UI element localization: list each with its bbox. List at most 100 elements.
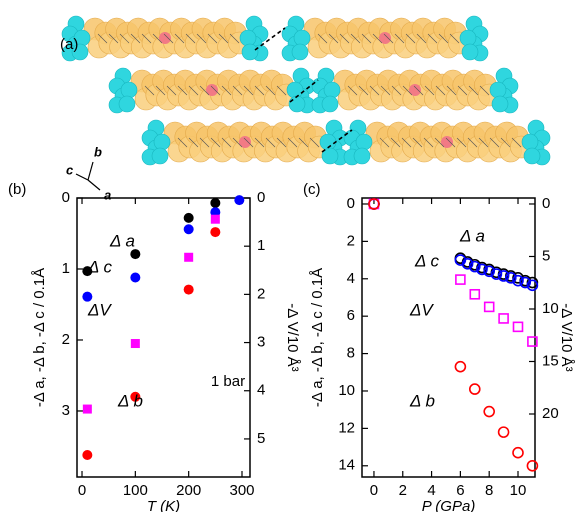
series-label: Δ c: [414, 251, 439, 270]
point: [184, 253, 193, 262]
point: [456, 275, 465, 284]
point: [513, 448, 523, 458]
end-atom: [152, 148, 168, 164]
point: [499, 427, 509, 437]
x-tick-label: 4: [427, 482, 435, 499]
y2-tick-label: 0: [542, 195, 550, 212]
y-tick-label: 0: [62, 189, 70, 206]
point: [82, 450, 92, 460]
y-tick-label: 6: [347, 307, 355, 324]
annotation: 1 bar: [211, 373, 245, 390]
crystal-axes: [76, 162, 100, 190]
point: [83, 405, 92, 414]
point: [184, 285, 194, 295]
series-label: Δ a: [459, 226, 485, 245]
plot-frame: [362, 198, 535, 477]
x-tick-label: 6: [456, 482, 464, 499]
y-tick-label: 2: [62, 331, 70, 348]
series-label: Δ a: [109, 231, 135, 250]
point: [130, 249, 140, 259]
end-atom: [492, 96, 508, 112]
x-tick-label: 0: [370, 482, 378, 499]
plot-frame: [77, 198, 250, 477]
axis-letter: b: [94, 144, 102, 159]
axis-letter: c: [66, 162, 74, 177]
y2-tick-label: 3: [257, 334, 265, 351]
point: [184, 224, 194, 234]
point: [470, 290, 479, 299]
axis-arrow: [76, 174, 88, 180]
axis-arrow: [88, 180, 100, 190]
molecular-packing: [62, 16, 550, 165]
end-atom: [292, 44, 308, 60]
point: [211, 215, 220, 224]
series-label: Δ b: [409, 391, 435, 410]
figure: (a) b c a (b)01002003000123012345T (K)-Δ…: [0, 0, 577, 512]
panel-label: (b): [8, 181, 26, 198]
y-tick-label: 12: [338, 419, 355, 436]
end-atom: [490, 82, 506, 98]
point: [210, 227, 220, 237]
y-tick-label: 2: [347, 232, 355, 249]
x-tick-label: 200: [176, 482, 201, 499]
point: [184, 213, 194, 223]
y2-tick-label: 5: [542, 247, 550, 264]
point: [514, 322, 523, 331]
x-tick-label: 2: [399, 482, 407, 499]
y2-tick-label: 5: [257, 430, 265, 447]
end-atom: [462, 44, 478, 60]
end-atom: [121, 82, 137, 98]
x-tick-label: 8: [485, 482, 493, 499]
x-axis-title: P (GPa): [422, 498, 476, 512]
x-tick-label: 10: [510, 482, 527, 499]
y-tick-label: 10: [338, 382, 355, 399]
point: [485, 302, 494, 311]
end-atom: [240, 30, 256, 46]
y2-tick-label: 20: [542, 405, 559, 422]
y2-tick-label: 1: [257, 237, 265, 254]
point: [234, 195, 244, 205]
point: [131, 339, 140, 348]
point: [499, 314, 508, 323]
end-atom: [524, 148, 540, 164]
y-tick-label: 1: [62, 260, 70, 277]
series-label: Δ c: [87, 257, 112, 276]
y-tick-label: 14: [338, 457, 355, 474]
point: [130, 273, 140, 283]
series-label: Δ b: [117, 391, 143, 410]
x-axis-title: T (K): [147, 498, 180, 512]
end-atom: [119, 96, 135, 112]
end-atom: [354, 148, 370, 164]
y2-axis-title: -Δ V/10 Å³: [558, 303, 575, 371]
y2-axis-title: -Δ V/10 Å³: [284, 303, 301, 371]
end-atom: [289, 96, 305, 112]
y-tick-label: 3: [62, 402, 70, 419]
end-atom: [294, 30, 310, 46]
y-tick-label: 8: [347, 345, 355, 362]
y2-tick-label: 10: [542, 300, 559, 317]
series-label: ΔV: [409, 300, 434, 319]
y-tick-label: 4: [347, 270, 355, 287]
panel-label: (a): [60, 36, 78, 53]
end-atom: [460, 30, 476, 46]
x-tick-label: 0: [78, 482, 86, 499]
y-tick-label: 0: [347, 195, 355, 212]
end-atom: [287, 82, 303, 98]
end-atom: [356, 134, 372, 150]
end-atom: [154, 134, 170, 150]
y-axis-title: -Δ a, -Δ b, -Δ c / 0.1Å: [31, 268, 48, 407]
end-atom: [242, 44, 258, 60]
y-axis-title: -Δ a, -Δ b, -Δ c / 0.1Å: [309, 268, 326, 407]
point: [210, 198, 220, 208]
y2-tick-label: 2: [257, 285, 265, 302]
point: [470, 384, 480, 394]
y2-tick-label: 4: [257, 382, 265, 399]
x-tick-label: 100: [123, 482, 148, 499]
point: [527, 461, 537, 471]
point: [455, 362, 465, 372]
y2-tick-label: 15: [542, 352, 559, 369]
y2-tick-label: 0: [257, 189, 265, 206]
end-atom: [522, 134, 538, 150]
point: [484, 407, 494, 417]
end-atom: [324, 82, 340, 98]
